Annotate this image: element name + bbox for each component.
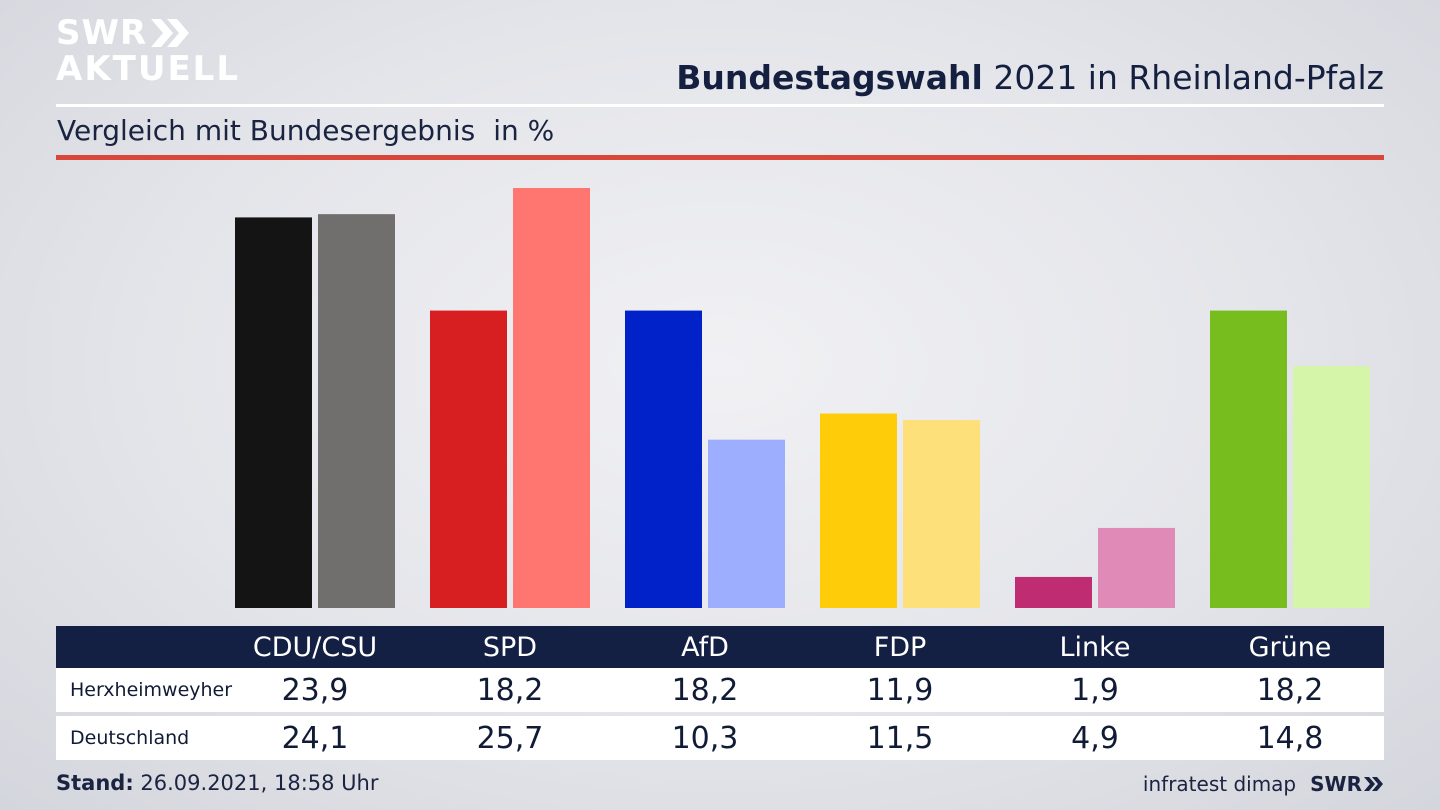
unit-label: in %	[493, 114, 555, 147]
value-cell: 4,9	[1071, 720, 1119, 756]
category-header: AfD	[681, 631, 729, 663]
category-header: SPD	[482, 631, 538, 663]
swr-aktuell-logo: SWR AKTUELL	[56, 16, 240, 86]
category-header: Grüne	[1248, 631, 1332, 663]
value-cell: 10,3	[671, 720, 739, 756]
chart-subtitle: Vergleich mit Bundesergebnis in %	[57, 114, 554, 147]
bar-cdu-csu-herxheimweyher	[235, 217, 312, 608]
category-header: FDP	[873, 631, 927, 663]
bar-linke-deutschland	[1098, 527, 1175, 608]
timestamp: Stand: 26.09.2021, 18:58 Uhr	[56, 771, 379, 795]
value-cell: 14,8	[1256, 720, 1324, 756]
chart-title-rest: 2021 in Rheinland-Pfalz	[982, 58, 1384, 97]
bar-fdp-herxheimweyher	[820, 413, 897, 608]
row-label: Deutschland	[70, 727, 190, 749]
value-cell: 24,1	[281, 720, 349, 756]
double-chevron-icon	[1364, 777, 1383, 791]
source-text: infratest dimap	[1142, 772, 1297, 796]
subtitle-text: Vergleich mit Bundesergebnis	[57, 114, 476, 147]
bar-linke-herxheimweyher	[1015, 576, 1092, 608]
bar-fdp-deutschland	[903, 420, 980, 608]
category-header: CDU/CSU	[252, 631, 378, 663]
stand-label: Stand:	[56, 771, 134, 795]
source-credit: infratest dimap SWR	[1143, 772, 1384, 796]
category-header: Linke	[1059, 631, 1131, 663]
value-cell: 23,9	[281, 672, 349, 708]
value-cell: 25,7	[476, 720, 544, 756]
value-cell: 18,2	[1256, 672, 1324, 708]
value-cell: 18,2	[476, 672, 544, 708]
table-row-herxheimweyher: Herxheimweyher 23,9 18,2 18,2 11,9 1,9 18,2	[56, 668, 1384, 712]
bar-cdu-csu-deutschland	[318, 214, 395, 608]
row-label: Herxheimweyher	[70, 679, 233, 701]
bar-gr-ne-deutschland	[1293, 366, 1370, 608]
chart-title: Bundestagswahl 2021 in Rheinland-Pfalz	[676, 58, 1384, 97]
bar-spd-deutschland	[513, 188, 590, 608]
double-chevron-icon	[151, 19, 190, 47]
value-cell: 1,9	[1071, 672, 1119, 708]
swr-footer-logo: SWR	[1310, 772, 1384, 796]
bar-spd-herxheimweyher	[430, 310, 507, 608]
value-cell: 11,5	[866, 720, 934, 756]
logo-text-swr: SWR	[56, 13, 148, 53]
bar-afd-herxheimweyher	[625, 310, 702, 608]
bar-afd-deutschland	[708, 439, 785, 608]
results-table: CDU/CSU SPD AfD FDP Linke Grüne Herxheimweyhe…	[56, 626, 1384, 760]
logo-text-aktuell: AKTUELL	[56, 49, 241, 89]
value-cell: 18,2	[671, 672, 739, 708]
bar-gr-ne-herxheimweyher	[1210, 310, 1287, 608]
table-row-deutschland: Deutschland 24,1 25,7 10,3 11,5 4,9 14,8	[56, 716, 1384, 760]
bar-chart	[235, 188, 1370, 608]
stand-value: 26.09.2021, 18:58 Uhr	[133, 771, 379, 795]
swr-footer-text: SWR	[1310, 772, 1362, 796]
table-header-row: CDU/CSU SPD AfD FDP Linke Grüne	[56, 626, 1384, 668]
value-cell: 11,9	[866, 672, 934, 708]
subtitle-divider	[56, 155, 1384, 160]
chart-title-bold: Bundestagswahl	[676, 58, 983, 97]
header-divider	[56, 104, 1384, 107]
